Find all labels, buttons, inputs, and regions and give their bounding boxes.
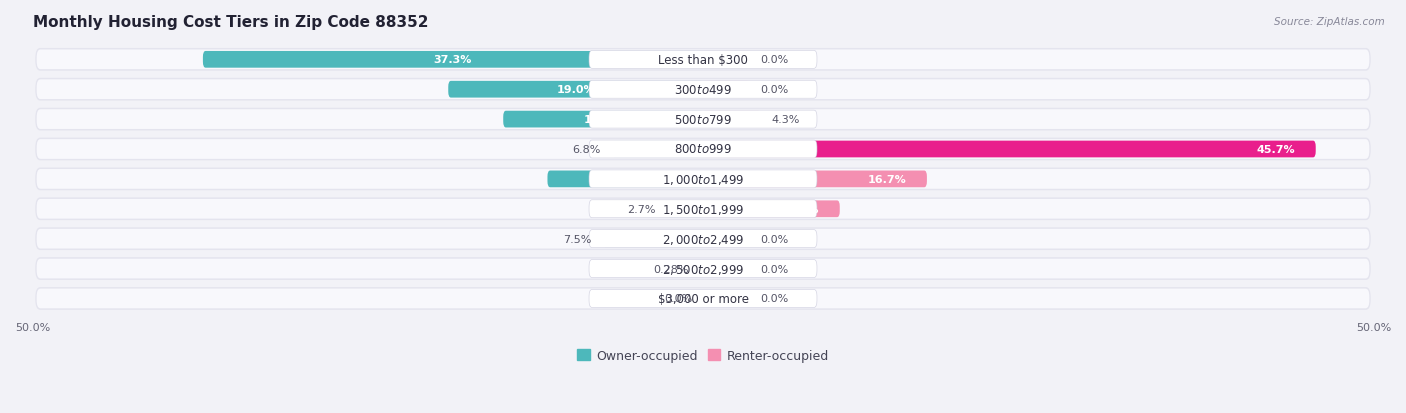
Text: $300 to $499: $300 to $499 (673, 83, 733, 97)
FancyBboxPatch shape (589, 51, 817, 69)
Text: 7.5%: 7.5% (564, 234, 592, 244)
Text: $1,500 to $1,999: $1,500 to $1,999 (662, 202, 744, 216)
FancyBboxPatch shape (37, 289, 1369, 309)
FancyBboxPatch shape (37, 170, 1369, 189)
FancyBboxPatch shape (602, 231, 703, 247)
Text: $2,500 to $2,999: $2,500 to $2,999 (662, 262, 744, 276)
FancyBboxPatch shape (589, 200, 817, 218)
FancyBboxPatch shape (699, 261, 703, 277)
FancyBboxPatch shape (35, 287, 1371, 310)
Text: $3,000 or more: $3,000 or more (658, 292, 748, 305)
FancyBboxPatch shape (35, 198, 1371, 221)
Text: 2.7%: 2.7% (627, 204, 657, 214)
FancyBboxPatch shape (703, 290, 749, 307)
Text: $2,000 to $2,499: $2,000 to $2,499 (662, 232, 744, 246)
Text: 11.6%: 11.6% (606, 174, 644, 185)
FancyBboxPatch shape (35, 258, 1371, 280)
Text: 0.0%: 0.0% (761, 294, 789, 304)
FancyBboxPatch shape (37, 229, 1369, 249)
FancyBboxPatch shape (37, 259, 1369, 279)
Legend: Owner-occupied, Renter-occupied: Owner-occupied, Renter-occupied (578, 349, 828, 362)
Text: 6.8%: 6.8% (572, 145, 602, 154)
Text: Less than $300: Less than $300 (658, 54, 748, 66)
Text: 0.0%: 0.0% (761, 234, 789, 244)
Text: $500 to $799: $500 to $799 (673, 113, 733, 126)
FancyBboxPatch shape (547, 171, 703, 188)
FancyBboxPatch shape (202, 52, 703, 69)
Text: 0.0%: 0.0% (664, 294, 692, 304)
FancyBboxPatch shape (35, 168, 1371, 191)
FancyBboxPatch shape (703, 231, 749, 247)
FancyBboxPatch shape (703, 171, 927, 188)
FancyBboxPatch shape (589, 260, 817, 278)
FancyBboxPatch shape (703, 82, 749, 98)
FancyBboxPatch shape (703, 52, 749, 69)
FancyBboxPatch shape (37, 199, 1369, 219)
Text: 16.7%: 16.7% (868, 174, 907, 185)
FancyBboxPatch shape (703, 261, 749, 277)
FancyBboxPatch shape (35, 49, 1371, 71)
FancyBboxPatch shape (37, 80, 1369, 100)
Text: 14.9%: 14.9% (583, 115, 623, 125)
FancyBboxPatch shape (676, 290, 703, 307)
FancyBboxPatch shape (37, 110, 1369, 130)
FancyBboxPatch shape (589, 171, 817, 188)
Text: 0.0%: 0.0% (761, 85, 789, 95)
FancyBboxPatch shape (35, 228, 1371, 250)
FancyBboxPatch shape (703, 112, 761, 128)
Text: 4.3%: 4.3% (772, 115, 800, 125)
FancyBboxPatch shape (503, 112, 703, 128)
FancyBboxPatch shape (589, 81, 817, 99)
FancyBboxPatch shape (35, 138, 1371, 161)
Text: Monthly Housing Cost Tiers in Zip Code 88352: Monthly Housing Cost Tiers in Zip Code 8… (32, 15, 427, 30)
FancyBboxPatch shape (589, 230, 817, 248)
FancyBboxPatch shape (35, 78, 1371, 101)
FancyBboxPatch shape (666, 201, 703, 218)
Text: 45.7%: 45.7% (1257, 145, 1295, 154)
Text: 10.2%: 10.2% (782, 204, 820, 214)
Text: Source: ZipAtlas.com: Source: ZipAtlas.com (1274, 17, 1385, 26)
FancyBboxPatch shape (37, 140, 1369, 159)
Text: 0.0%: 0.0% (761, 264, 789, 274)
Text: 37.3%: 37.3% (434, 55, 472, 65)
FancyBboxPatch shape (612, 141, 703, 158)
FancyBboxPatch shape (589, 141, 817, 159)
FancyBboxPatch shape (589, 290, 817, 308)
FancyBboxPatch shape (703, 201, 839, 218)
FancyBboxPatch shape (37, 50, 1369, 70)
Text: $800 to $999: $800 to $999 (673, 143, 733, 156)
FancyBboxPatch shape (449, 82, 703, 98)
Text: 0.28%: 0.28% (652, 264, 689, 274)
FancyBboxPatch shape (35, 109, 1371, 131)
Text: 19.0%: 19.0% (557, 85, 595, 95)
Text: $1,000 to $1,499: $1,000 to $1,499 (662, 173, 744, 186)
Text: 0.0%: 0.0% (761, 55, 789, 65)
FancyBboxPatch shape (589, 111, 817, 129)
FancyBboxPatch shape (703, 141, 1316, 158)
